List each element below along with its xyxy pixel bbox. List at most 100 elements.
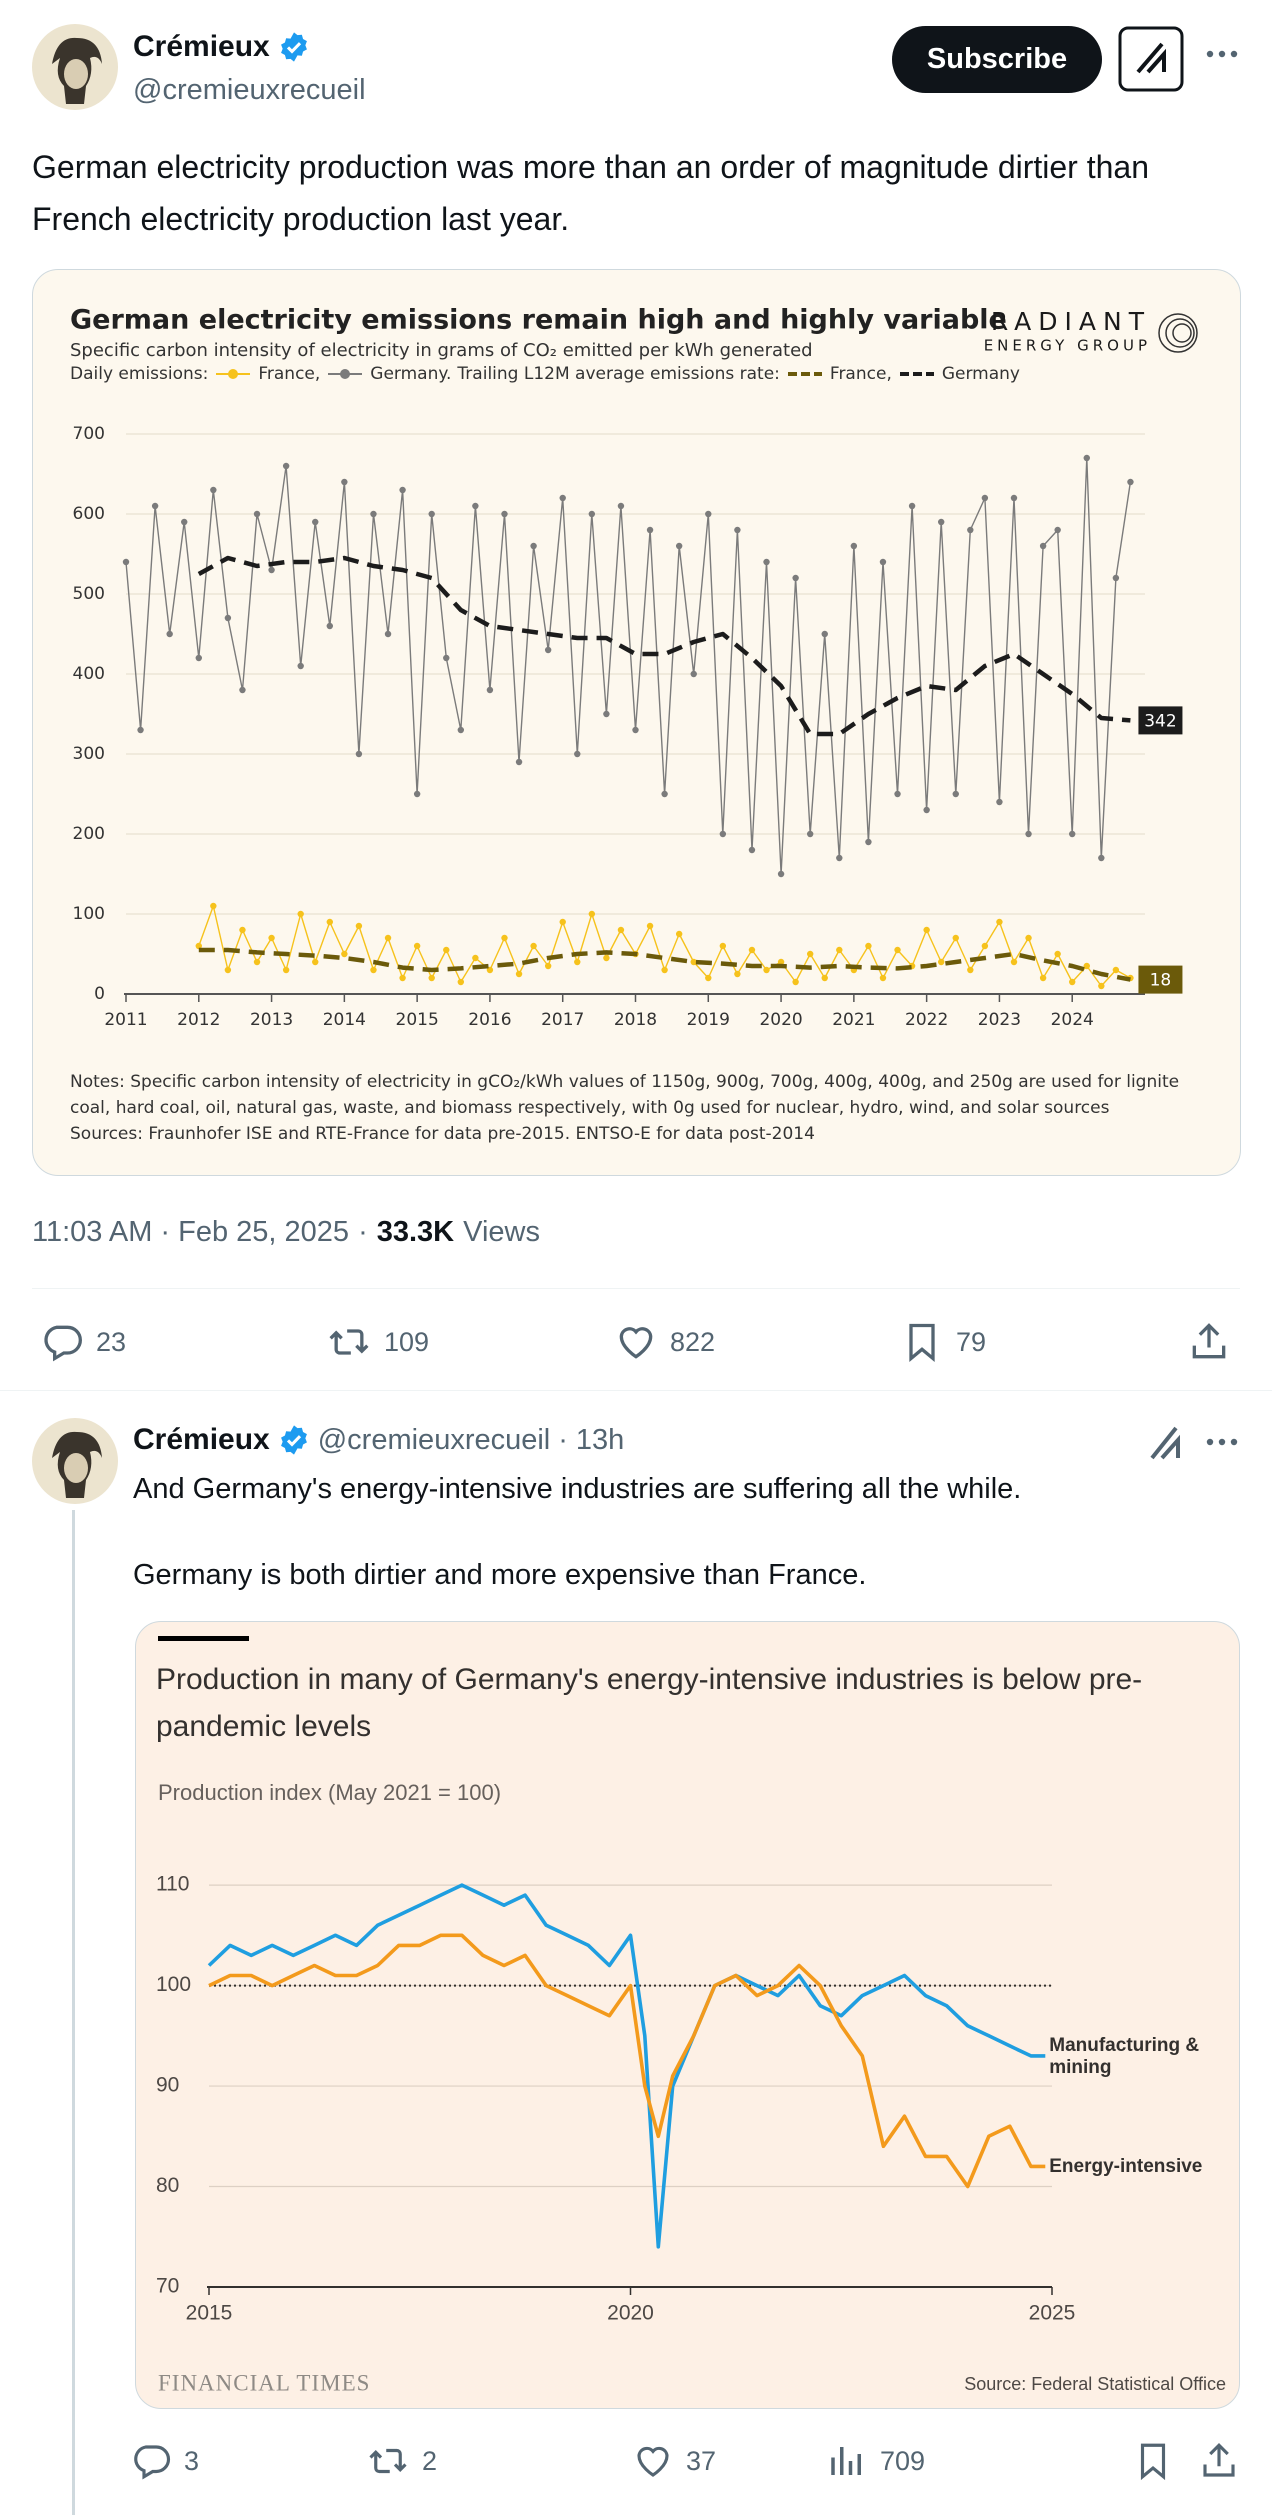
data-point [282,462,290,470]
avatar[interactable] [32,24,118,110]
data-point [646,922,654,930]
more-button[interactable] [1204,1436,1240,1448]
more-button[interactable] [1204,48,1240,60]
series-line [197,555,1131,737]
y-tick-label: 700 [73,424,105,444]
repost-button[interactable]: 109 [326,1320,429,1364]
data-point [806,950,814,958]
chart-card[interactable]: Production in many of Germany's energy-i… [135,1621,1240,2409]
data-point [894,946,901,954]
data-point [1083,454,1090,462]
data-point [166,630,173,638]
y-tick-label: 80 [156,2174,179,2197]
data-point [1025,934,1032,942]
x-tick-label: 2015 [186,2302,233,2325]
y-tick-label: 100 [156,1973,191,1996]
data-point [952,934,959,942]
data-point [210,902,217,910]
avatar[interactable] [32,1418,118,1504]
bookmark-button[interactable]: 79 [900,1320,986,1364]
data-point [486,686,494,694]
reply-button[interactable]: 3 [130,2440,199,2482]
x-tick-label: 2016 [468,1010,511,1030]
ft-bar [158,1636,249,1641]
author-handle[interactable]: @cremieuxrecueil [133,74,366,106]
data-point [938,518,945,526]
data-point [443,946,450,954]
data-point [399,486,406,494]
data-point [588,910,596,918]
legend-swatch [787,372,822,376]
data-point [908,502,916,510]
x-tick-label: 2021 [832,1010,875,1030]
data-point [312,958,319,966]
data-point [1039,974,1047,982]
series-line [198,947,1131,982]
data-point [923,926,930,934]
data-point [239,686,246,694]
legend-group-label: Daily emissions: [70,364,209,384]
repost-button[interactable]: 2 [366,2440,437,2482]
data-point [879,974,887,982]
legend-entry: France, [830,364,892,384]
tweet-text: German electricity production was more t… [32,149,1149,237]
data-point [748,846,756,854]
x-tick-label: 2020 [759,1010,802,1030]
like-button[interactable]: 37 [632,2440,716,2482]
data-point [1098,982,1105,990]
post-age[interactable]: 13h [575,1423,625,1456]
data-point [312,518,319,526]
data-point [734,970,741,978]
data-point [195,654,202,662]
legend-swatch [216,369,251,379]
data-point [297,910,304,918]
data-point [428,974,435,982]
author-row: Crémieux @cremieuxrecueil · 13h [133,1423,624,1457]
repost-count: 109 [384,1326,430,1357]
data-point [151,502,159,510]
chart: German electricity emissions remain high… [70,305,1198,1144]
like-icon [637,2446,669,2477]
grok-button[interactable] [1146,1422,1186,1462]
data-point [195,942,202,950]
y-tick-label: 0 [94,984,105,1004]
timestamp[interactable]: 11:03 AM · Feb 25, 2025 [32,1216,350,1248]
reply-button[interactable]: 23 [40,1320,126,1364]
y-tick-label: 110 [156,1873,189,1896]
grok-button[interactable] [1118,26,1184,92]
data-point [326,918,333,926]
reply-count: 23 [96,1326,127,1357]
legend-swatch [328,369,363,379]
legend-punctuation: , [886,364,892,384]
legend-group-label: Trailing L12M average emissions rate: [457,364,780,384]
author-name[interactable]: Crémieux [133,30,270,63]
bookmark-count: 79 [956,1326,987,1357]
chart-card[interactable]: German electricity emissions remain high… [32,269,1241,1176]
views-icon [831,2447,861,2475]
brand-logo [1158,313,1198,353]
author-name[interactable]: Crémieux [133,1423,270,1456]
data-point [341,478,348,486]
data-point [355,922,363,930]
x-tick-label: 2019 [687,1010,730,1030]
series-end-label: Manufacturing & mining [1049,2035,1199,2078]
subscribe-button[interactable]: Subscribe [892,26,1102,93]
brand: RADIANT [991,307,1151,336]
share-button[interactable] [1198,2440,1240,2482]
y-tick-label: 300 [73,744,105,764]
like-button[interactable]: 822 [614,1320,715,1364]
series-line [125,457,1132,875]
data-point [719,830,727,838]
data-point [879,558,887,566]
separator: · [558,1423,568,1456]
data-point [472,502,479,510]
note: Notes: Specific carbon intensity of elec… [70,1072,1179,1092]
bookmark-icon [909,1323,935,1363]
series-line [208,1933,1046,2189]
data-point [268,934,275,942]
views-button[interactable]: 709 [826,2440,925,2482]
bookmark-button[interactable] [1132,2440,1174,2482]
author-handle[interactable]: @cremieuxrecueil [317,1423,551,1456]
verified-badge [280,32,307,62]
share-button[interactable] [1187,1320,1231,1364]
